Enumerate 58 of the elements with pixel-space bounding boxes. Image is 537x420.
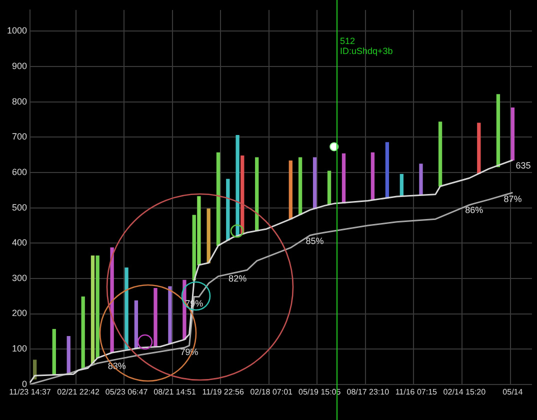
bar <box>168 286 172 344</box>
bar <box>288 160 292 220</box>
y-tick-label: 0 <box>22 378 27 389</box>
bar <box>327 170 332 205</box>
annotation: 86% <box>465 205 484 216</box>
annotation: 512 <box>340 36 356 46</box>
y-tick-label: 300 <box>12 272 27 283</box>
bar <box>52 328 56 374</box>
x-tick-label: 11/23 14:37 <box>9 387 52 396</box>
bar <box>154 288 158 348</box>
bar <box>370 152 375 200</box>
bar <box>255 157 259 232</box>
y-tick-label: 200 <box>12 308 27 318</box>
bar <box>124 268 128 350</box>
bar <box>419 164 423 196</box>
bar <box>496 94 500 168</box>
data-label: 635 <box>516 160 531 171</box>
y-tick-label: 400 <box>12 238 27 248</box>
y-tick-label: 800 <box>12 96 27 106</box>
y-tick-label: 900 <box>12 61 27 71</box>
x-tick-label: 08/21 14:51 <box>154 387 196 396</box>
bar <box>192 214 196 281</box>
bar <box>134 300 138 348</box>
bar <box>96 256 100 358</box>
bar <box>477 122 481 174</box>
bar <box>216 152 220 246</box>
x-tick-label: 02/21 22:42 <box>57 387 100 396</box>
x-tick-label: 11/19 22:56 <box>202 387 244 396</box>
y-tick-label: 600 <box>12 166 27 177</box>
bar <box>81 296 85 370</box>
bar <box>385 142 390 199</box>
bar <box>342 153 346 204</box>
y-tick-label: 500 <box>12 202 27 212</box>
x-tick-label: 05/14 <box>502 387 524 396</box>
bar <box>298 157 302 215</box>
bar <box>236 135 240 236</box>
x-tick-label: 02/18 07:01 <box>250 387 294 396</box>
bar <box>400 174 404 196</box>
bar <box>510 108 515 160</box>
annotation: 82% <box>228 274 247 284</box>
y-tick-label: 100 <box>12 344 27 354</box>
annotation: 85% <box>306 236 324 246</box>
bar <box>197 196 201 266</box>
x-tick-label: 08/17 23:10 <box>346 387 390 396</box>
bar <box>438 122 442 187</box>
annotation: ID:uShdq+3b <box>340 46 393 56</box>
bar <box>66 336 70 374</box>
y-tick-label: 700 <box>12 132 27 142</box>
bar <box>240 156 244 234</box>
x-tick-label: 02/14 15:20 <box>443 387 486 396</box>
x-tick-label: 05/23 06:47 <box>105 387 148 396</box>
x-tick-label: 11/16 07:15 <box>395 387 438 396</box>
annotation: 87% <box>504 194 522 204</box>
bar <box>312 157 317 210</box>
bar <box>206 208 210 264</box>
bar <box>226 178 230 241</box>
y-tick-label: 1000 <box>6 26 27 36</box>
bar <box>90 256 95 364</box>
